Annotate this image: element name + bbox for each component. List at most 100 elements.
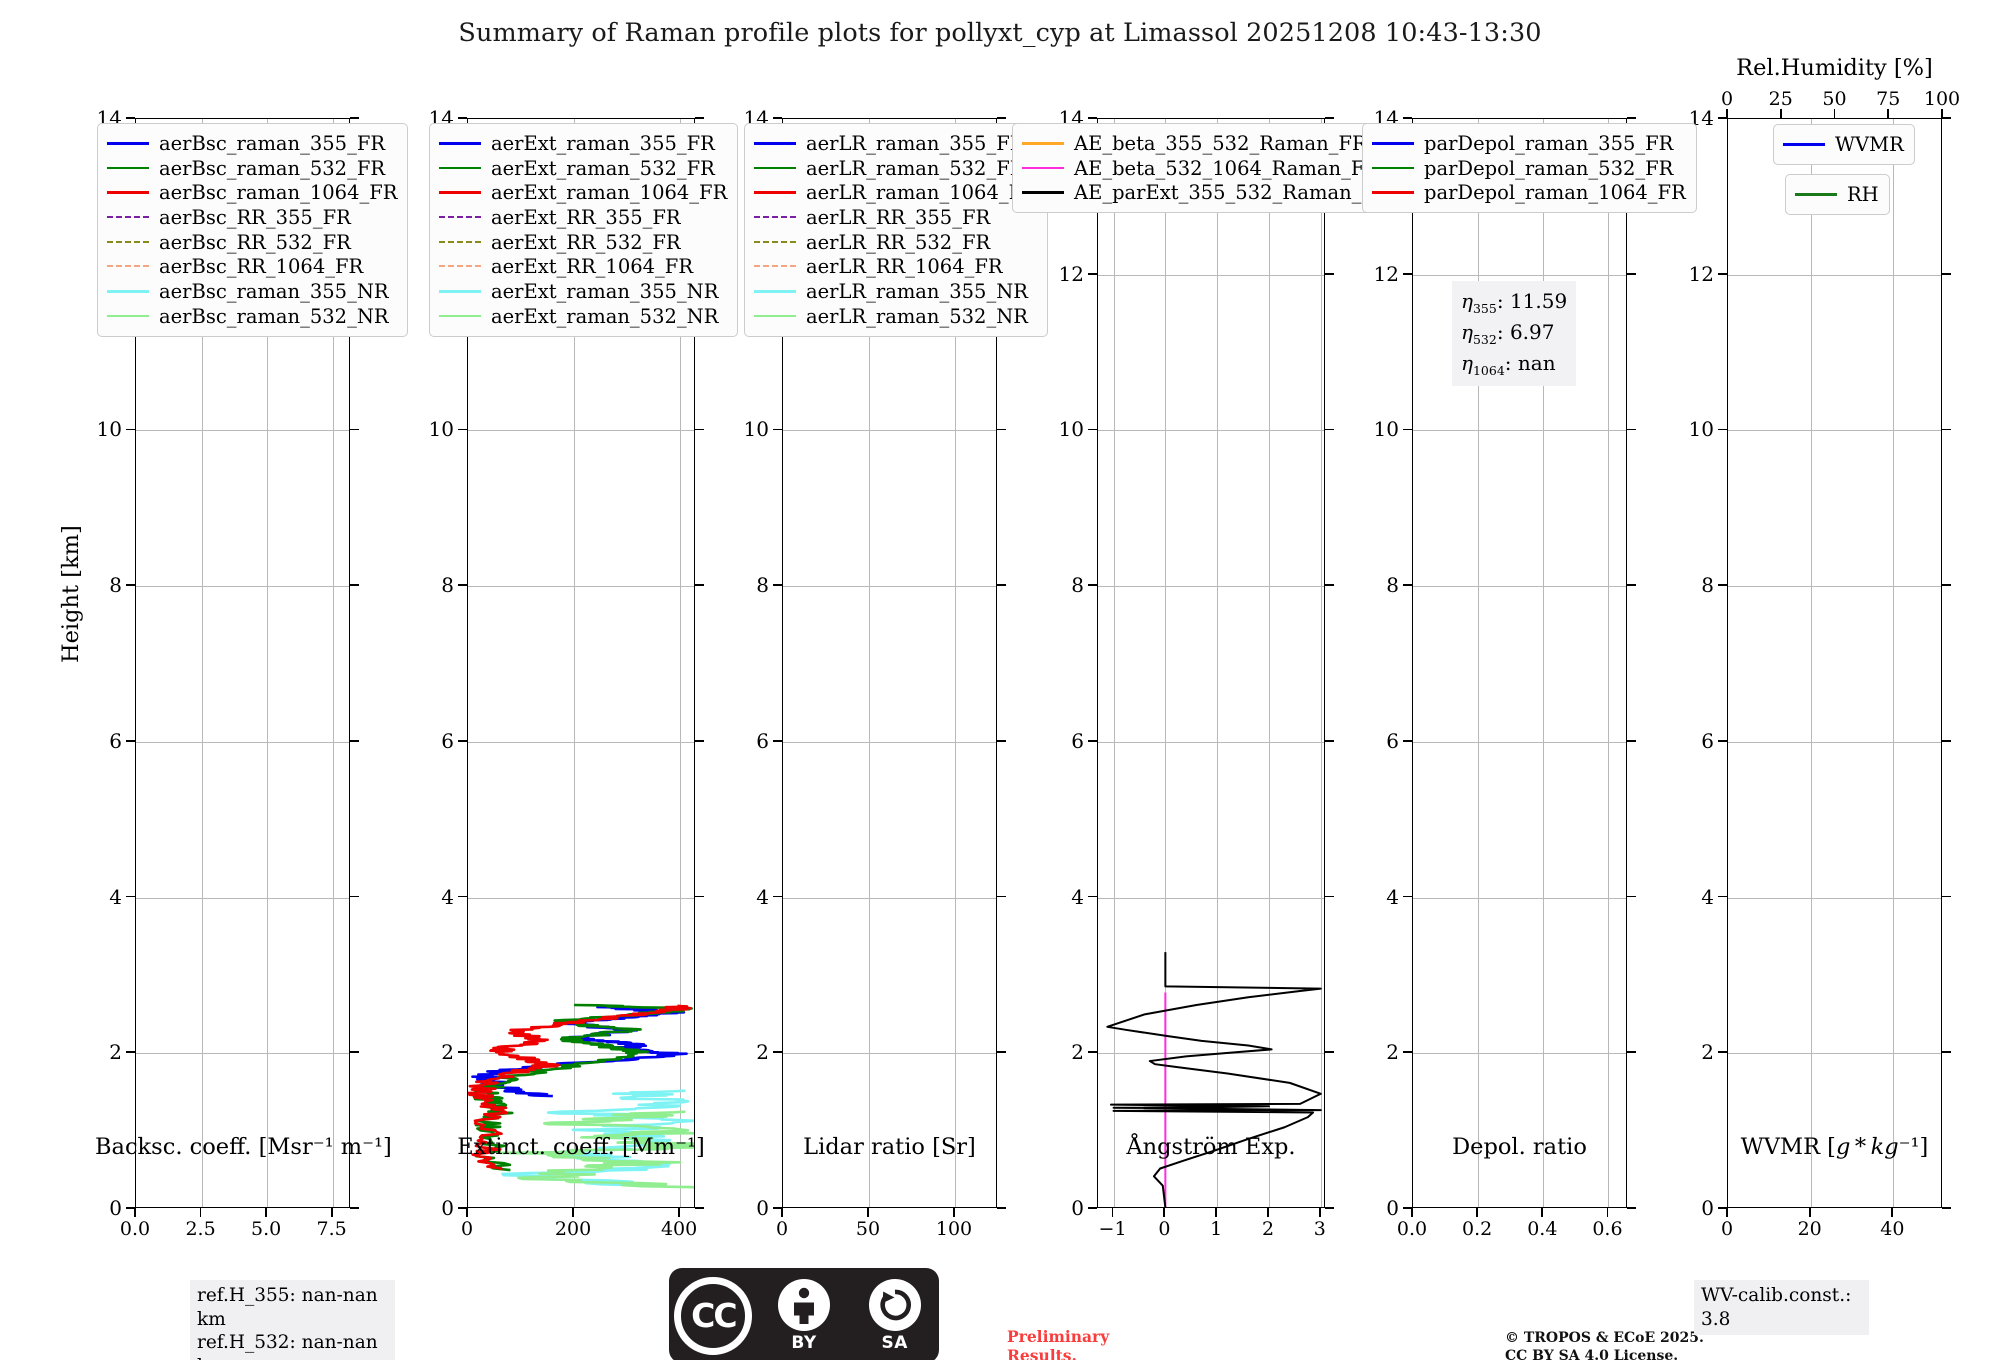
y-tick-right (695, 428, 704, 431)
eta-line: η1064: nan (1461, 349, 1567, 380)
legend-item[interactable]: aerLR_RR_1064_FR (754, 254, 1037, 279)
legend-item[interactable]: aerLR_raman_355_FR (754, 131, 1037, 156)
y-axis-label: Height [km] (58, 525, 84, 663)
y-tick-label: 8 (441, 573, 454, 598)
legend-item[interactable]: parDepol_raman_355_FR (1372, 131, 1686, 156)
legend-item[interactable]: AE_parExt_355_532_Raman_FR (1022, 180, 1390, 205)
legend-item[interactable]: parDepol_raman_532_FR (1372, 156, 1686, 181)
legend-label: aerExt_raman_355_FR (491, 131, 715, 155)
legend-lidarratio[interactable]: aerLR_raman_355_FR aerLR_raman_532_FR aerL… (744, 123, 1048, 337)
legend-backsc[interactable]: aerBsc_raman_355_FR aerBsc_raman_532_FR ae… (97, 123, 409, 337)
y-tick-right (1325, 1051, 1334, 1054)
legend-item[interactable]: aerLR_RR_355_FR (754, 205, 1037, 230)
y-tick (458, 739, 467, 742)
y-tick-right (1627, 428, 1636, 431)
x-tick (1541, 1208, 1544, 1217)
legend-item[interactable]: aerLR_raman_355_NR (754, 279, 1037, 304)
y-tick-label: 8 (1071, 573, 1084, 598)
gridline-horizontal (468, 586, 694, 588)
panel-angstrom: 0 2 4 6 8 10 12 14 −1 0 1 2 3 (1059, 106, 1334, 1240)
legend-item[interactable]: aerLR_raman_532_NR (754, 304, 1037, 329)
legend-label: aerLR_RR_532_FR (806, 230, 991, 254)
y-tick (773, 584, 782, 587)
gridline-horizontal (1728, 897, 1941, 899)
gridline-horizontal (1098, 586, 1324, 588)
y-tick (1403, 1051, 1412, 1054)
y-tick (1403, 428, 1412, 431)
legend-label: aerExt_RR_532_FR (491, 230, 681, 254)
legend-item[interactable]: aerLR_raman_532_FR (754, 156, 1037, 181)
y-tick-label: 0 (756, 1196, 769, 1220)
legend-line-swatch (107, 309, 149, 323)
x-tick (199, 1208, 202, 1217)
x-tick-top (1833, 109, 1836, 118)
legend-item[interactable]: WVMR (1783, 132, 1904, 157)
y-tick-right (1627, 895, 1636, 898)
legend-extinct[interactable]: aerExt_raman_355_FR aerExt_raman_532_FR ae… (429, 123, 739, 337)
legend-item[interactable]: aerExt_raman_355_FR (439, 131, 727, 156)
x-tick-label: 7.5 (316, 1218, 347, 1240)
top-axis-title-wvmr: Rel.Humidity [%] (1736, 55, 1933, 81)
legend-item[interactable]: aerBsc_RR_355_FR (107, 205, 397, 230)
y-tick-right (1942, 739, 1951, 742)
y-tick (1088, 1207, 1097, 1209)
eta-value: : 6.97 (1496, 320, 1555, 345)
legend-item[interactable]: AE_beta_355_532_Raman_FR (1022, 131, 1390, 156)
y-tick-right (350, 117, 359, 119)
legend-item[interactable]: aerBsc_raman_532_NR (107, 304, 397, 329)
preliminary-results-note: Preliminary Results. (1007, 1327, 1110, 1360)
legend-angstrom[interactable]: AE_beta_355_532_Raman_FR AE_beta_532_1064… (1012, 123, 1401, 214)
x-tick-label: 5.0 (250, 1218, 282, 1240)
legend-item[interactable]: aerBsc_raman_532_FR (107, 156, 397, 181)
legend-item[interactable]: RH (1795, 182, 1879, 207)
legend-item[interactable]: aerBsc_RR_1064_FR (107, 254, 397, 279)
legend-item[interactable]: aerBsc_raman_355_NR (107, 279, 397, 304)
y-tick (1088, 739, 1097, 742)
x-tick (134, 1208, 136, 1217)
y-tick (1718, 428, 1727, 431)
y-tick-label: 10 (1373, 417, 1399, 442)
data-curves-angstrom (1106, 952, 1322, 1207)
legend-item[interactable]: aerExt_RR_532_FR (439, 230, 727, 255)
legend-wvmr-rh[interactable]: RH (1785, 174, 1890, 215)
x-tick (1606, 1208, 1609, 1217)
legend-wvmr[interactable]: WVMR (1773, 124, 1915, 165)
eta-wavelength: 1064 (1472, 363, 1505, 379)
legend-label: aerLR_RR_1064_FR (806, 255, 1003, 279)
legend-item[interactable]: aerExt_raman_532_FR (439, 156, 727, 181)
y-tick-right (1325, 739, 1334, 742)
legend-depol[interactable]: parDepol_raman_355_FR parDepol_raman_532_… (1362, 123, 1697, 214)
legend-item[interactable]: aerBsc_raman_355_FR (107, 131, 397, 156)
gridline-horizontal (1098, 741, 1324, 743)
plot-area-angstrom (1097, 118, 1325, 1208)
legend-item[interactable]: aerExt_raman_1064_FR (439, 180, 727, 205)
y-tick (1403, 1207, 1412, 1209)
legend-item[interactable]: AE_beta_532_1064_Raman_FR (1022, 156, 1390, 181)
person-icon (778, 1278, 830, 1331)
y-tick-label: 6 (756, 728, 769, 753)
legend-item[interactable]: aerBsc_raman_1064_FR (107, 180, 397, 205)
y-tick-label: 0 (1701, 1196, 1714, 1220)
legend-item[interactable]: aerExt_raman_532_NR (439, 304, 727, 329)
gridline-vertical (955, 119, 956, 1207)
eta-value: : nan (1504, 351, 1556, 376)
legend-item[interactable]: aerExt_RR_1064_FR (439, 254, 727, 279)
legend-item[interactable]: aerLR_raman_1064_FR (754, 180, 1037, 205)
y-tick-label: 0 (1386, 1196, 1399, 1220)
y-tick-right (695, 1051, 704, 1054)
x-tick (1111, 1208, 1114, 1217)
y-tick (1088, 1051, 1097, 1054)
legend-line-swatch (754, 161, 796, 175)
y-tick-right (350, 1051, 359, 1054)
legend-item[interactable]: aerExt_raman_355_NR (439, 279, 727, 304)
eta-symbol: η (1461, 289, 1473, 313)
y-tick (1403, 739, 1412, 742)
y-tick-right (997, 895, 1006, 898)
legend-item[interactable]: aerLR_RR_532_FR (754, 230, 1037, 255)
legend-item[interactable]: aerBsc_RR_532_FR (107, 230, 397, 255)
legend-item[interactable]: parDepol_raman_1064_FR (1372, 180, 1686, 205)
legend-item[interactable]: aerExt_RR_355_FR (439, 205, 727, 230)
cc-license-badge[interactable]: CC BY SA (669, 1268, 939, 1360)
curve-aerExt_raman_532_NR (499, 1110, 694, 1189)
legend-line-swatch (439, 235, 481, 249)
